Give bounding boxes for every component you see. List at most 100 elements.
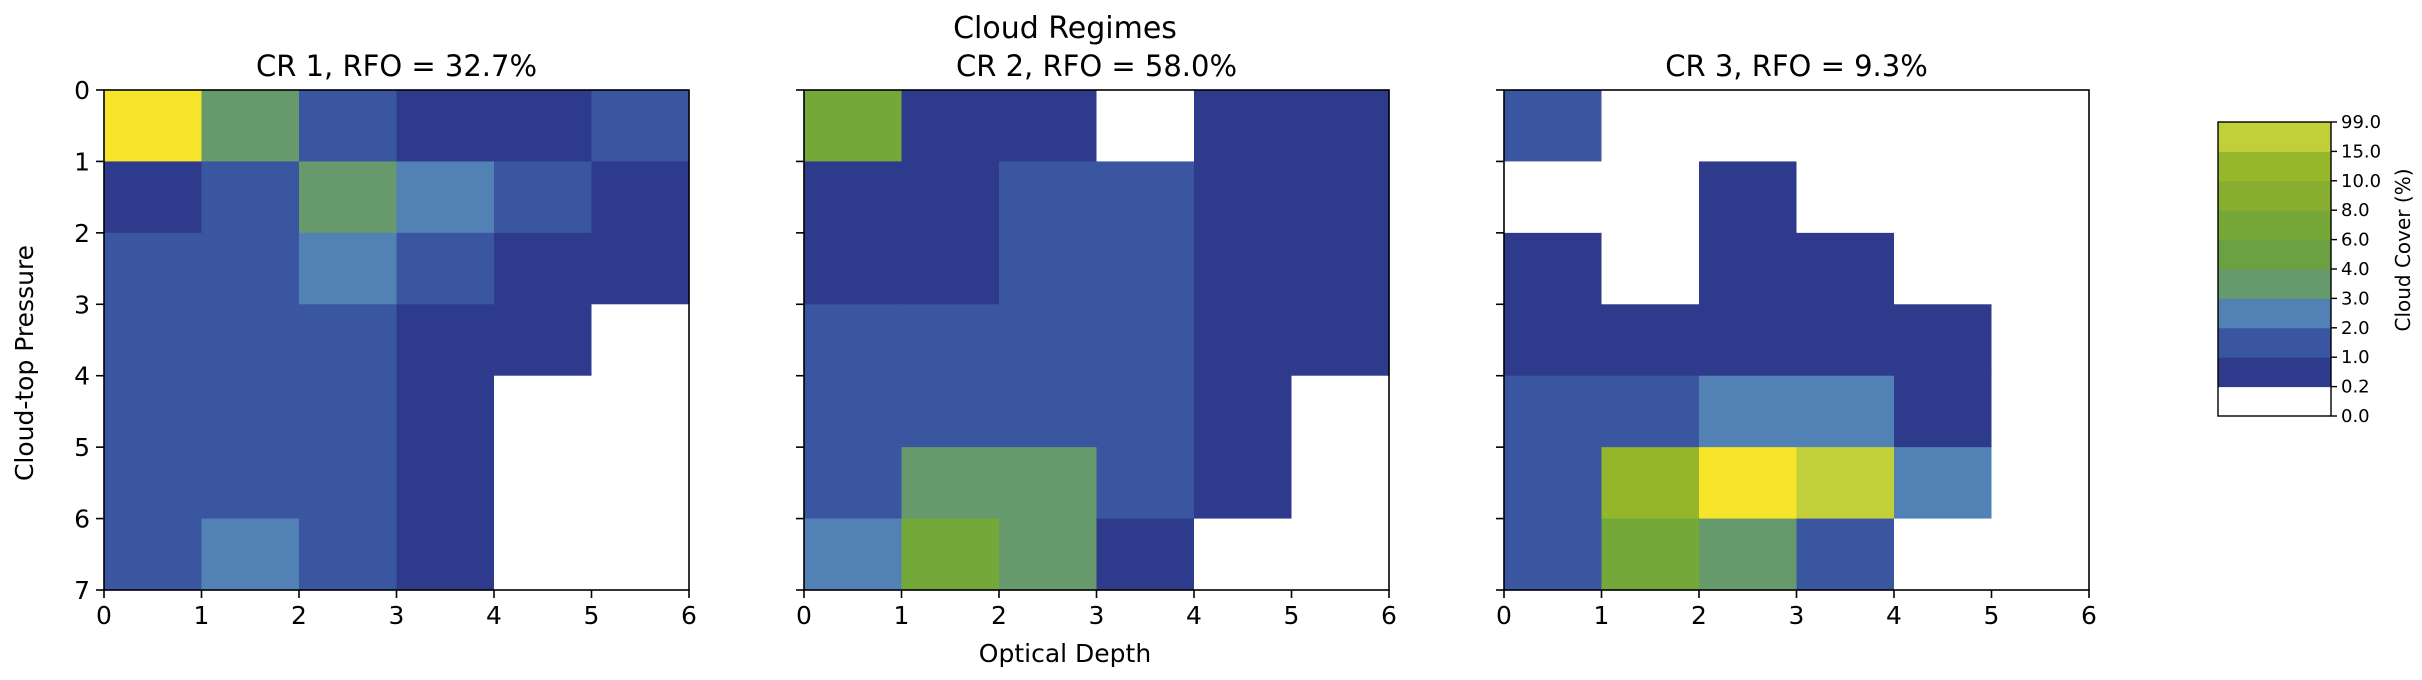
heatmap-cell (591, 90, 690, 163)
heatmap-cell (999, 518, 1098, 591)
heatmap-cell (1699, 375, 1798, 448)
heatmap-cell (396, 90, 495, 163)
heatmap-cell (1504, 375, 1603, 448)
heatmap-cell (201, 304, 300, 377)
heatmap-cell (1096, 447, 1195, 520)
heatmap-cell (201, 161, 300, 234)
heatmap-cell (1699, 518, 1798, 591)
heatmap-cell (1699, 232, 1798, 305)
heatmap-cell (1894, 447, 1993, 520)
heatmap-cell (299, 90, 398, 163)
heatmap-cell (104, 232, 203, 305)
heatmap-cell (1991, 304, 2090, 377)
colorbar-segment (2218, 357, 2331, 388)
heatmap-cell (1194, 518, 1293, 591)
heatmap-cell (804, 518, 903, 591)
colorbar-tick-label: 6.0 (2341, 230, 2370, 251)
heatmap-cell (999, 161, 1098, 234)
colorbar-segment (2218, 298, 2331, 329)
heatmap-cell (104, 375, 203, 448)
y-tick-label: 3 (74, 290, 90, 319)
colorbar-segment (2218, 210, 2331, 241)
heatmap-cell (299, 304, 398, 377)
heatmap-cell (901, 232, 1000, 305)
colorbar-segment (2218, 269, 2331, 299)
heatmap-cell (1504, 304, 1603, 377)
colorbar-segment (2218, 180, 2331, 211)
heatmap-cell (1991, 232, 2090, 305)
heatmap-cell (104, 447, 203, 520)
x-tick-label: 5 (584, 601, 600, 630)
heatmap-cell (1601, 447, 1700, 520)
x-tick-label: 5 (1284, 601, 1300, 630)
heatmap-cell (1601, 304, 1700, 377)
heatmap-cell (104, 161, 203, 234)
heatmap-cell (201, 518, 300, 591)
colorbar-tick-label: 0.2 (2341, 377, 2370, 398)
heatmap-cell (999, 232, 1098, 305)
x-tick-label: 3 (1789, 601, 1805, 630)
heatmap-cell (804, 232, 903, 305)
y-tick-label: 0 (74, 76, 90, 105)
colorbar-segment (2218, 327, 2331, 358)
heatmap-cell (901, 447, 1000, 520)
heatmap-cell (1796, 447, 1895, 520)
x-tick-label: 3 (389, 601, 405, 630)
heatmap-panels: CR 1, RFO = 32.7% 0 1 2 3 4 5 6 0 1 2 3 4 5 6 7 CR 2, RF… (74, 49, 2097, 630)
heatmap-cell (104, 518, 203, 591)
y-tick-label: 1 (74, 147, 90, 176)
heatmap-cell (1096, 90, 1195, 163)
heatmap-cell (1194, 447, 1293, 520)
heatmap-cell (901, 161, 1000, 234)
x-tick-label: 0 (1496, 601, 1512, 630)
heatmap-cell (591, 375, 690, 448)
heatmap-cell (804, 375, 903, 448)
heatmap-cell (901, 304, 1000, 377)
y-tick-label: 7 (74, 576, 90, 605)
x-tick-label: 4 (1886, 601, 1902, 630)
heatmap-cell (1291, 90, 1390, 163)
heatmap-cell (396, 518, 495, 591)
heatmap-cell (591, 161, 690, 234)
heatmap-cell (1796, 161, 1895, 234)
heatmap-cell (901, 90, 1000, 163)
y-tick-label: 2 (74, 219, 90, 248)
heatmap-cell (1601, 161, 1700, 234)
heatmap-cell (201, 447, 300, 520)
x-tick-label: 2 (1691, 601, 1707, 630)
heatmap-cell (901, 375, 1000, 448)
heatmap-cell (494, 518, 593, 591)
heatmap-cell (201, 375, 300, 448)
heatmap-cell (591, 518, 690, 591)
figure-title: Cloud Regimes (953, 11, 1177, 46)
y-tick-label: 5 (74, 433, 90, 462)
panel-title: CR 1, RFO = 32.7% (256, 49, 537, 83)
heatmap-cell (804, 447, 903, 520)
heatmap-cell (396, 375, 495, 448)
x-tick-label: 6 (2081, 601, 2097, 630)
heatmap-cell (1991, 375, 2090, 448)
x-tick-label: 0 (96, 601, 112, 630)
y-tick-label: 4 (74, 362, 90, 391)
heatmap-cell (1796, 518, 1895, 591)
heatmap-cell (1194, 375, 1293, 448)
heatmap-cell (104, 90, 203, 163)
heatmap-cell (494, 375, 593, 448)
panel-title: CR 3, RFO = 9.3% (1665, 49, 1928, 83)
heatmap-cell (591, 447, 690, 520)
heatmap-cell (299, 161, 398, 234)
x-tick-label: 5 (1984, 601, 2000, 630)
heatmap-cell (104, 304, 203, 377)
heatmap-cell (1796, 90, 1895, 163)
heatmap-cell (494, 90, 593, 163)
x-tick-label: 3 (1089, 601, 1105, 630)
colorbar-label: Cloud Cover (%) (2391, 168, 2415, 331)
colorbar-tick-label: 10.0 (2341, 171, 2381, 192)
heatmap-cell (1894, 161, 1993, 234)
heatmap-cell (1894, 518, 1993, 591)
heatmap-cell (1096, 375, 1195, 448)
heatmap-cell (804, 90, 903, 163)
x-axis-label: Optical Depth (979, 639, 1151, 668)
heatmap-cell (1096, 304, 1195, 377)
